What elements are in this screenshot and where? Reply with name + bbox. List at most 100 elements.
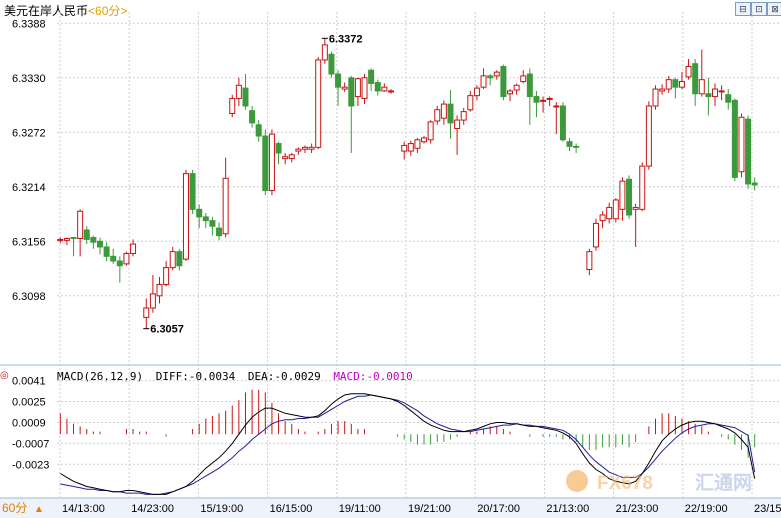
dea-value: -0.0029 [274,370,320,383]
candle [745,115,752,189]
candle [467,90,474,112]
candle [361,74,368,105]
time-tick-label: 19/11:00 [339,503,381,515]
candle [83,226,90,245]
candle [520,70,527,84]
candle [421,136,428,144]
candle [387,89,394,94]
price-annotations: 6.3372 6.3057 [143,33,362,336]
candle [77,209,84,257]
candle [130,239,137,257]
candlestick-series [57,38,758,329]
candle [57,237,64,244]
candle [500,64,507,101]
candle [182,169,189,262]
candle [262,129,269,196]
candle [222,157,229,238]
candle [249,105,256,128]
candle [513,83,520,95]
candle [685,58,692,80]
candle [407,140,414,156]
macd-tick-label: -0.0007 [12,438,49,450]
diff-value: -0.0034 [189,370,236,383]
macd-histogram [59,389,756,458]
candle [103,242,110,262]
candle [731,98,738,182]
period-label[interactable]: <60分> [88,4,128,18]
toolbar-button-2[interactable]: ⊡ [751,2,767,16]
time-tick-label: 22/19:00 [685,503,728,515]
candle [209,216,216,236]
candle [315,57,322,150]
candle [70,237,77,257]
candle [96,237,103,255]
macd-value: -0.0010 [366,370,412,383]
diff-line [60,393,756,495]
candle [652,85,659,110]
candle [176,248,183,271]
candle [493,70,500,80]
candle [725,89,732,110]
candle [619,177,626,221]
candle [374,79,381,96]
candle [487,74,494,86]
candle [242,74,249,110]
macd-tick-label: 0.0025 [12,397,46,409]
chart-title: 美元在岸人民币<60分> [4,2,127,19]
candle [255,120,262,142]
candle [705,77,712,116]
candle [90,235,97,249]
candle [368,68,375,91]
candle [546,96,553,106]
candle [202,213,209,229]
candle [427,120,434,144]
candle [63,237,70,246]
candle [116,256,123,283]
candle [196,204,203,229]
candle [692,58,699,106]
candle [553,102,560,135]
candle [110,248,117,264]
candle [156,277,163,304]
candle [559,102,566,142]
candle [454,115,461,155]
candle [235,77,242,106]
time-tick-label: 16/15:00 [270,503,313,515]
candle [354,77,361,106]
candle [599,211,606,229]
period-arrow-icon[interactable]: ▲ [34,504,44,515]
toolbar-button-1[interactable]: ⊟ [735,2,751,16]
candle [606,202,613,224]
candle [645,101,652,170]
time-tick-label: 14/23:00 [131,503,174,515]
candle [507,89,514,102]
candle [440,100,447,125]
price-tick-label: 6.3156 [12,236,46,248]
candle [282,152,289,165]
candle [586,248,593,276]
candle [626,175,633,219]
candle [268,129,275,196]
price-axis: 6.3388 6.3330 6.3272 6.3214 6.3156 6.3098 [12,18,46,303]
low-annotation: 6.3057 [150,324,184,336]
candle [301,145,308,153]
watermark-brand: FX678 [597,473,653,494]
candle [751,177,758,191]
period-selector[interactable]: 60分 [2,501,27,515]
candle [480,68,487,90]
price-tick-label: 6.3214 [12,182,46,194]
watermark-logo: FX678 汇通网 [566,470,752,494]
candle [698,49,705,97]
candle [665,75,672,93]
candle [216,222,223,241]
candle [473,85,480,101]
candle [123,251,130,266]
candle [659,84,666,95]
toolbar-button-3[interactable]: ⊠ [767,2,781,16]
candle [592,218,599,251]
candle [639,162,646,212]
macd-tick-label: 0.0041 [12,376,46,388]
macd-legend: MACD(26,12,9) DIFF:-0.0034 DEA:-0.0029 M… [57,370,413,383]
time-tick-label: 21/13:00 [546,503,589,515]
